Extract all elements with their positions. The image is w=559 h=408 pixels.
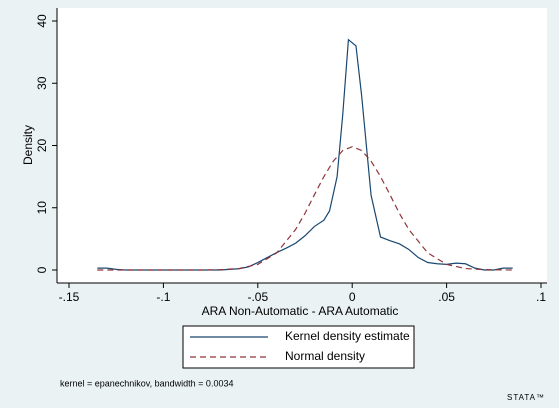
x-tick-label: -.15 xyxy=(59,290,80,304)
y-axis-title: Density xyxy=(21,125,35,165)
y-tick-label: 40 xyxy=(35,14,49,28)
y-tick-label: 10 xyxy=(35,201,49,215)
x-tick-label: .05 xyxy=(438,290,455,304)
line-series xyxy=(97,146,513,271)
legend xyxy=(182,325,415,369)
note: kernel = epanechnikov, bandwidth = 0.003… xyxy=(60,378,233,388)
y-tick-label: 30 xyxy=(35,76,49,90)
x-tick-label: -.05 xyxy=(247,290,268,304)
y-tick-label: 20 xyxy=(35,139,49,153)
x-tick-label: 0 xyxy=(349,290,356,304)
y-tick-label: 0 xyxy=(35,266,49,273)
x-axis-title: ARA Non-Automatic - ARA Automatic xyxy=(202,304,399,318)
legend-label: Normal density xyxy=(285,349,365,363)
plot-region xyxy=(57,8,547,283)
x-tick-label: .1 xyxy=(536,290,546,304)
logo: STATA™ xyxy=(507,393,545,402)
x-tick-label: -.1 xyxy=(156,290,170,304)
legend-label: Kernel density estimate xyxy=(285,329,410,343)
